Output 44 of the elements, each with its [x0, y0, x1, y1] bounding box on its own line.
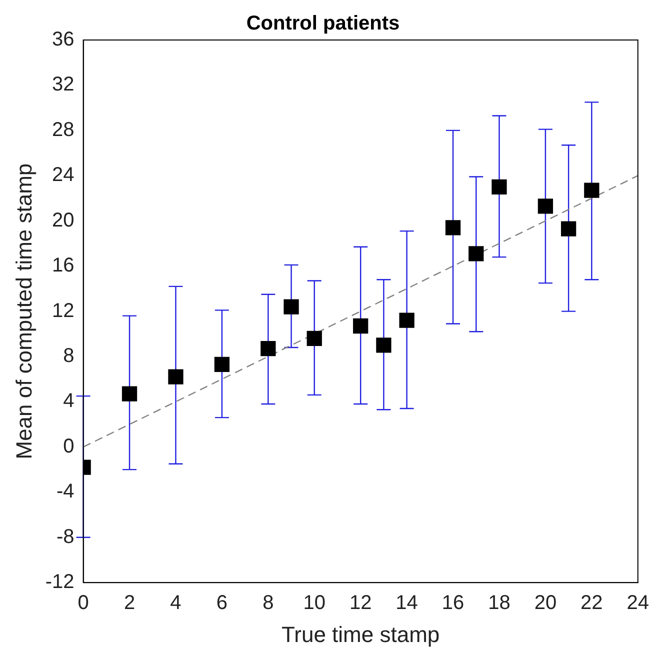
x-tick-label: 16 — [442, 592, 464, 614]
point — [445, 220, 461, 236]
point — [122, 386, 138, 402]
x-tick-label: 2 — [124, 592, 136, 614]
y-tick-label: -12 — [45, 571, 74, 594]
y-tick-label: 4 — [63, 390, 74, 412]
point — [538, 198, 554, 214]
y-tick-label: 32 — [52, 74, 74, 96]
point — [168, 369, 184, 384]
point — [214, 356, 230, 372]
point — [468, 246, 484, 262]
x-tick-label: 18 — [488, 592, 510, 614]
point — [584, 182, 600, 198]
point — [492, 179, 507, 195]
y-tick-label: 28 — [52, 118, 74, 141]
point — [353, 318, 368, 334]
y-tick-label: 0 — [63, 435, 74, 458]
y-tick-label: 24 — [52, 164, 74, 186]
x-tick-label: 4 — [170, 592, 182, 614]
point — [376, 338, 392, 353]
y-tick-label: -8 — [56, 526, 74, 548]
x-tick-label: 22 — [580, 592, 603, 614]
point — [399, 312, 414, 328]
point — [260, 341, 276, 356]
x-tick-label: 14 — [396, 592, 418, 614]
y-tick-label: -4 — [56, 480, 74, 503]
y-tick-label: 12 — [52, 300, 74, 322]
y-tick-label: 8 — [63, 345, 74, 368]
x-tick-label: 10 — [303, 592, 326, 614]
point — [560, 221, 576, 236]
y-tick-label: 20 — [52, 209, 74, 232]
chart-title: Control patients — [246, 12, 400, 35]
x-axis-title: True time stamp — [282, 622, 440, 647]
x-tick-label: 8 — [262, 592, 274, 614]
x-tick-label: 12 — [349, 592, 372, 614]
x-tick-label: 0 — [78, 592, 89, 614]
y-tick-label: 16 — [52, 254, 74, 277]
point — [284, 299, 299, 314]
x-tick-label: 20 — [534, 592, 557, 614]
y-axis-title: Mean of computed time stamp — [11, 163, 36, 460]
x-tick-label: 6 — [216, 592, 228, 614]
point — [306, 330, 322, 346]
y-tick-label: 36 — [52, 28, 74, 51]
x-tick-label: 24 — [626, 592, 649, 614]
